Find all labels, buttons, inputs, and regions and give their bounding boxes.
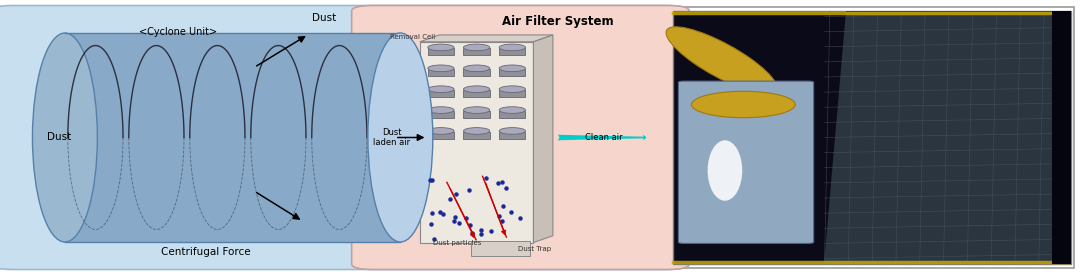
Circle shape [463,128,490,134]
FancyBboxPatch shape [463,48,490,55]
FancyBboxPatch shape [499,111,526,118]
FancyBboxPatch shape [427,48,454,55]
FancyBboxPatch shape [499,90,526,97]
Circle shape [427,107,454,113]
FancyBboxPatch shape [499,131,526,139]
FancyBboxPatch shape [471,241,530,256]
FancyBboxPatch shape [65,33,400,242]
Circle shape [427,86,454,92]
FancyBboxPatch shape [352,6,689,270]
Circle shape [427,65,454,72]
Circle shape [463,86,490,92]
Polygon shape [824,11,1066,264]
Circle shape [463,44,490,51]
Circle shape [499,128,526,134]
FancyBboxPatch shape [427,111,454,118]
FancyBboxPatch shape [427,69,454,76]
Circle shape [499,44,526,51]
Text: Dust Trap: Dust Trap [517,246,551,252]
Text: Dust particles: Dust particles [433,240,481,246]
FancyBboxPatch shape [463,69,490,76]
FancyBboxPatch shape [463,90,490,97]
Text: Removal Cell: Removal Cell [390,34,435,40]
FancyBboxPatch shape [499,48,526,55]
Polygon shape [533,35,553,243]
Text: Centrifugal Force: Centrifugal Force [161,248,250,257]
FancyBboxPatch shape [427,131,454,139]
FancyBboxPatch shape [5,7,1074,268]
Text: Dust
laden air: Dust laden air [373,128,410,147]
FancyBboxPatch shape [499,69,526,76]
Ellipse shape [667,27,777,94]
Circle shape [499,107,526,113]
Ellipse shape [32,33,97,242]
Circle shape [499,86,526,92]
Text: Air Filter System: Air Filter System [502,15,615,29]
Text: Dust: Dust [313,13,337,23]
Text: <Cyclone Unit>: <Cyclone Unit> [140,27,217,37]
Polygon shape [420,35,553,42]
FancyBboxPatch shape [427,90,454,97]
Circle shape [463,65,490,72]
Circle shape [463,107,490,113]
Circle shape [499,65,526,72]
Circle shape [691,91,795,118]
FancyBboxPatch shape [463,111,490,118]
FancyBboxPatch shape [463,131,490,139]
Circle shape [427,44,454,51]
Text: Dust: Dust [48,133,71,142]
FancyBboxPatch shape [420,42,533,243]
FancyBboxPatch shape [678,81,814,243]
Circle shape [427,128,454,134]
Ellipse shape [368,33,433,242]
FancyBboxPatch shape [673,11,1071,264]
Text: Clean air: Clean air [585,133,622,142]
Ellipse shape [708,140,742,201]
FancyBboxPatch shape [0,6,687,270]
FancyBboxPatch shape [1052,11,1071,264]
